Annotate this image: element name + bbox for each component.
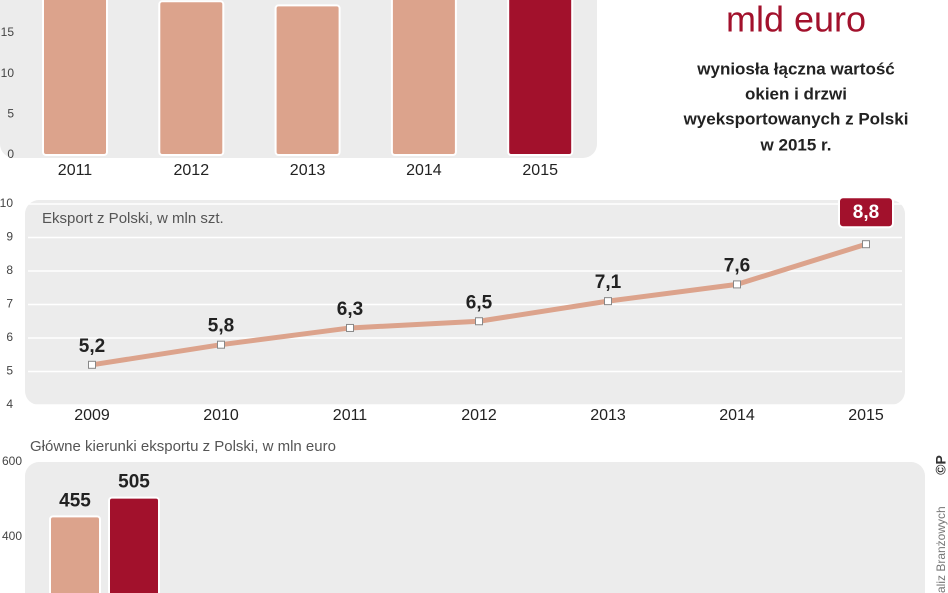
bar: [108, 496, 160, 593]
x-tick-label: 2011: [333, 407, 368, 424]
y-tick-label: 10: [0, 196, 13, 210]
description: wyeksportowanych z Polski: [683, 109, 909, 128]
label-box: [838, 196, 894, 229]
value-label: 5,8: [208, 316, 234, 337]
x-tick-label: 2012: [174, 162, 210, 179]
y-tick-label: 5: [7, 107, 14, 121]
y-tick-label: 0: [7, 147, 14, 161]
x-tick-label: 2013: [290, 162, 326, 179]
marker: [862, 240, 870, 249]
copyright: ©P: [933, 455, 948, 475]
panel: [25, 200, 905, 405]
description: w 2015 r.: [760, 135, 832, 154]
x-tick-label: 2012: [461, 407, 497, 424]
y-tick-label: 9: [6, 230, 13, 244]
description: wyniosła łączna wartość: [696, 59, 894, 78]
description: okien i drzwi: [745, 84, 847, 103]
y-tick-label: 15: [1, 25, 15, 39]
marker: [733, 280, 741, 289]
bar: [49, 515, 101, 593]
x-tick-label: 2014: [719, 407, 755, 424]
chart-title: Eksport z Polski, w mln szt.: [42, 210, 224, 227]
value-label: 6,3: [337, 299, 363, 320]
y-tick-label: 5: [6, 364, 13, 378]
x-tick-label: 2010: [203, 407, 239, 424]
x-tick-label: 2015: [522, 162, 558, 179]
x-tick-label: 2011: [58, 162, 93, 179]
y-tick-label: 400: [2, 529, 22, 543]
value-label: 5,2: [79, 336, 105, 357]
x-tick-label: 2014: [406, 162, 442, 179]
marker: [346, 323, 354, 332]
chart-title: Główne kierunki eksportu z Polski, w mln…: [30, 438, 336, 455]
source: aliz Branżowych: [934, 506, 948, 593]
value-label: 455: [59, 490, 91, 511]
marker: [475, 317, 483, 326]
unit: mld euro: [726, 0, 866, 40]
y-tick-label: 6: [6, 330, 13, 344]
bar: [390, 0, 457, 156]
bar: [507, 0, 574, 156]
bar: [42, 0, 108, 156]
marker: [604, 297, 612, 306]
value-label: 505: [118, 472, 150, 493]
y-tick-label: 8: [6, 263, 13, 277]
y-tick-label: 10: [1, 66, 15, 80]
marker: [88, 360, 96, 369]
value-label: 6,5: [466, 292, 493, 313]
x-tick-label: 2015: [848, 407, 884, 424]
y-tick-label: 600: [2, 454, 22, 468]
x-tick-label: 2013: [590, 407, 626, 424]
value-label: 7,1: [595, 272, 622, 293]
panel: [25, 462, 925, 593]
x-tick-label: 2009: [74, 407, 110, 424]
marker: [217, 340, 225, 349]
value-label: 8,8: [853, 202, 879, 223]
y-tick-label: 4: [6, 397, 13, 411]
value-label: 7,6: [724, 255, 750, 276]
bar: [274, 4, 341, 157]
y-tick-label: 7: [6, 297, 13, 311]
bar: [158, 0, 225, 157]
